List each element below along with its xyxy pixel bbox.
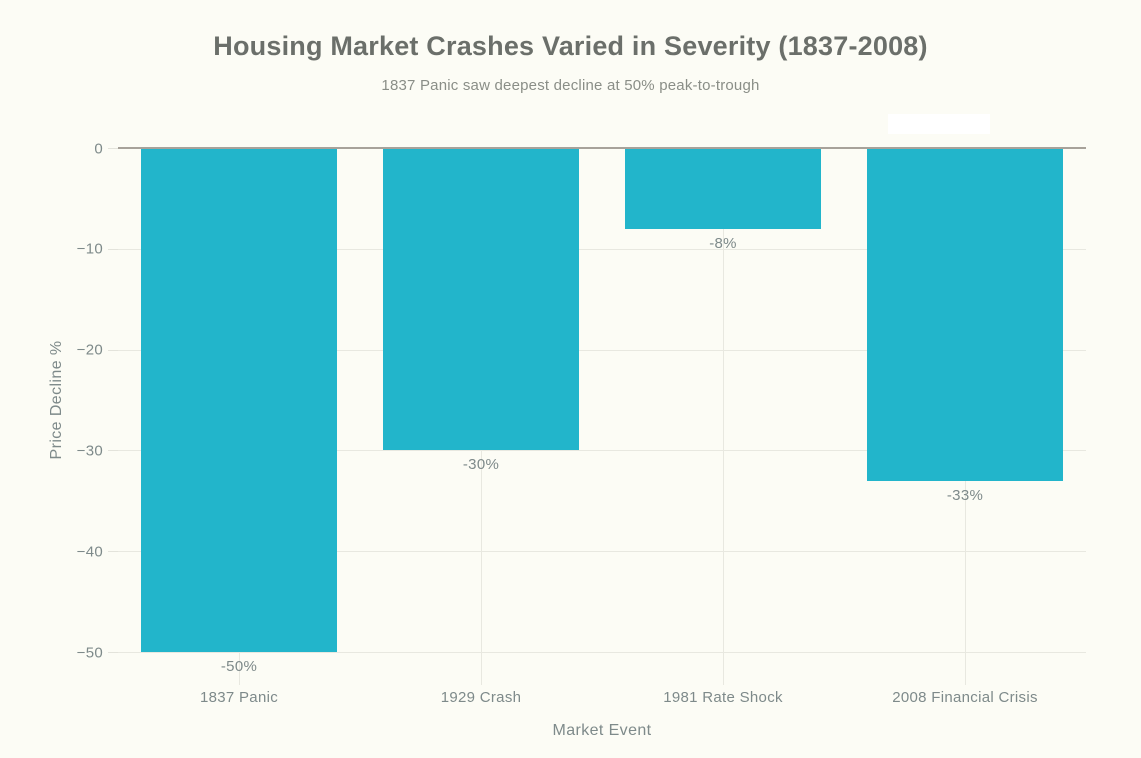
y-tick-label: −40 [76,543,103,561]
y-tick-mark [108,350,118,351]
bar [625,148,821,229]
y-gridline [118,350,1086,351]
chart-title: Housing Market Crashes Varied in Severit… [213,31,928,61]
y-tick-mark [108,551,118,552]
y-gridline [118,551,1086,552]
y-gridline [118,652,1086,653]
chart-subtitle: 1837 Panic saw deepest decline at 50% pe… [381,77,760,94]
y-tick-mark [108,249,118,250]
x-tick-label: 1981 Rate Shock [663,689,783,706]
bar-value-label: -33% [946,486,984,504]
bar-value-label: -30% [462,456,500,474]
bar-value-label: -50% [220,658,258,675]
y-tick-label: −20 [76,341,103,359]
x-tick-label: 1929 Crash [440,689,522,706]
y-tick-mark [108,450,118,451]
plot-area: 0 −10 −20 −30 −40 −50 -50% 1837 Panic -30% 1929 C… [77,140,1086,706]
y-tick-label: −30 [76,442,103,460]
y-gridline [118,249,1086,250]
legend-placeholder [888,114,990,134]
x-axis-title: Market Event [552,722,652,739]
y-tick-label: −10 [76,240,103,258]
bar [867,148,1063,481]
y-axis-title: Price Decline % [48,340,65,460]
x-gridline [722,148,724,685]
bar [141,148,337,652]
bar-value-label: -8% [709,234,737,252]
zero-line [118,147,1086,149]
y-tick-label: −50 [76,644,103,661]
y-gridline [118,450,1086,451]
x-tick-label: 1837 Panic [199,689,279,706]
x-tick-label: 2008 Financial Crisis [892,689,1038,706]
y-tick-label: 0 [94,140,103,157]
y-tick-mark [108,652,118,653]
y-tick-mark [108,148,118,149]
bar [383,148,579,451]
